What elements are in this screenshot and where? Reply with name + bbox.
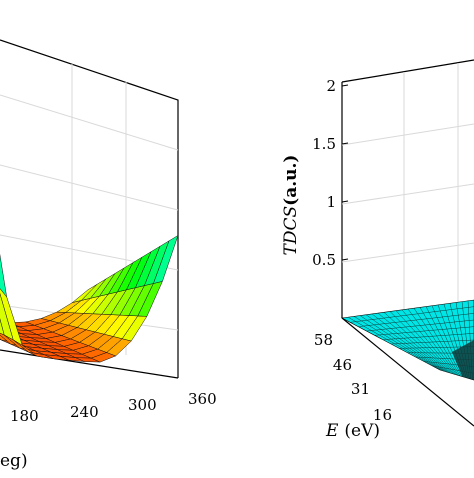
right-z-label: TDCS(a.u.): [281, 155, 301, 256]
right-surface-mesh: [342, 300, 474, 380]
left-x-label: eg): [0, 451, 28, 471]
right-back-grid: [342, 63, 474, 310]
left-surface-mesh: [0, 98, 178, 362]
left-surface-plot: 180 240 300 360 eg): [0, 40, 217, 471]
right-z-tick-1: 1: [326, 193, 336, 211]
svg-text:TDCS(a.u.): TDCS(a.u.): [281, 155, 301, 256]
right-z-tick-0.5: 0.5: [312, 251, 336, 269]
right-surface-face: [342, 300, 474, 380]
right-y-label-unit: (eV): [344, 421, 380, 441]
right-y-tick-58: 58: [314, 331, 333, 349]
right-y-label: E(eV): [325, 421, 380, 441]
left-x-tick-300: 300: [128, 396, 157, 414]
right-y-tick-31: 31: [351, 380, 370, 398]
right-z-label-unit: (a.u.): [281, 155, 301, 206]
left-x-tick-240: 240: [70, 403, 99, 421]
right-z-tick-mark: [342, 259, 348, 260]
right-z-label-symbol: TDCS: [281, 206, 301, 256]
left-x-tick-labels: 180 240 300 360: [10, 390, 217, 425]
right-back-top: [342, 60, 474, 82]
right-z-tick-labels: 0.5 1 1.5 2: [312, 77, 348, 269]
right-z-tick-1.5: 1.5: [312, 135, 336, 153]
right-z-tick-mark: [342, 201, 348, 202]
left-x-tick-180: 180: [10, 407, 39, 425]
left-x-tick-360: 360: [188, 390, 217, 408]
right-y-tick-46: 46: [333, 356, 352, 374]
right-z-tick-mark: [342, 85, 348, 86]
right-z-tick-2: 2: [326, 77, 336, 95]
right-y-label-symbol: E: [325, 421, 339, 441]
left-surface-face: [0, 177, 7, 297]
